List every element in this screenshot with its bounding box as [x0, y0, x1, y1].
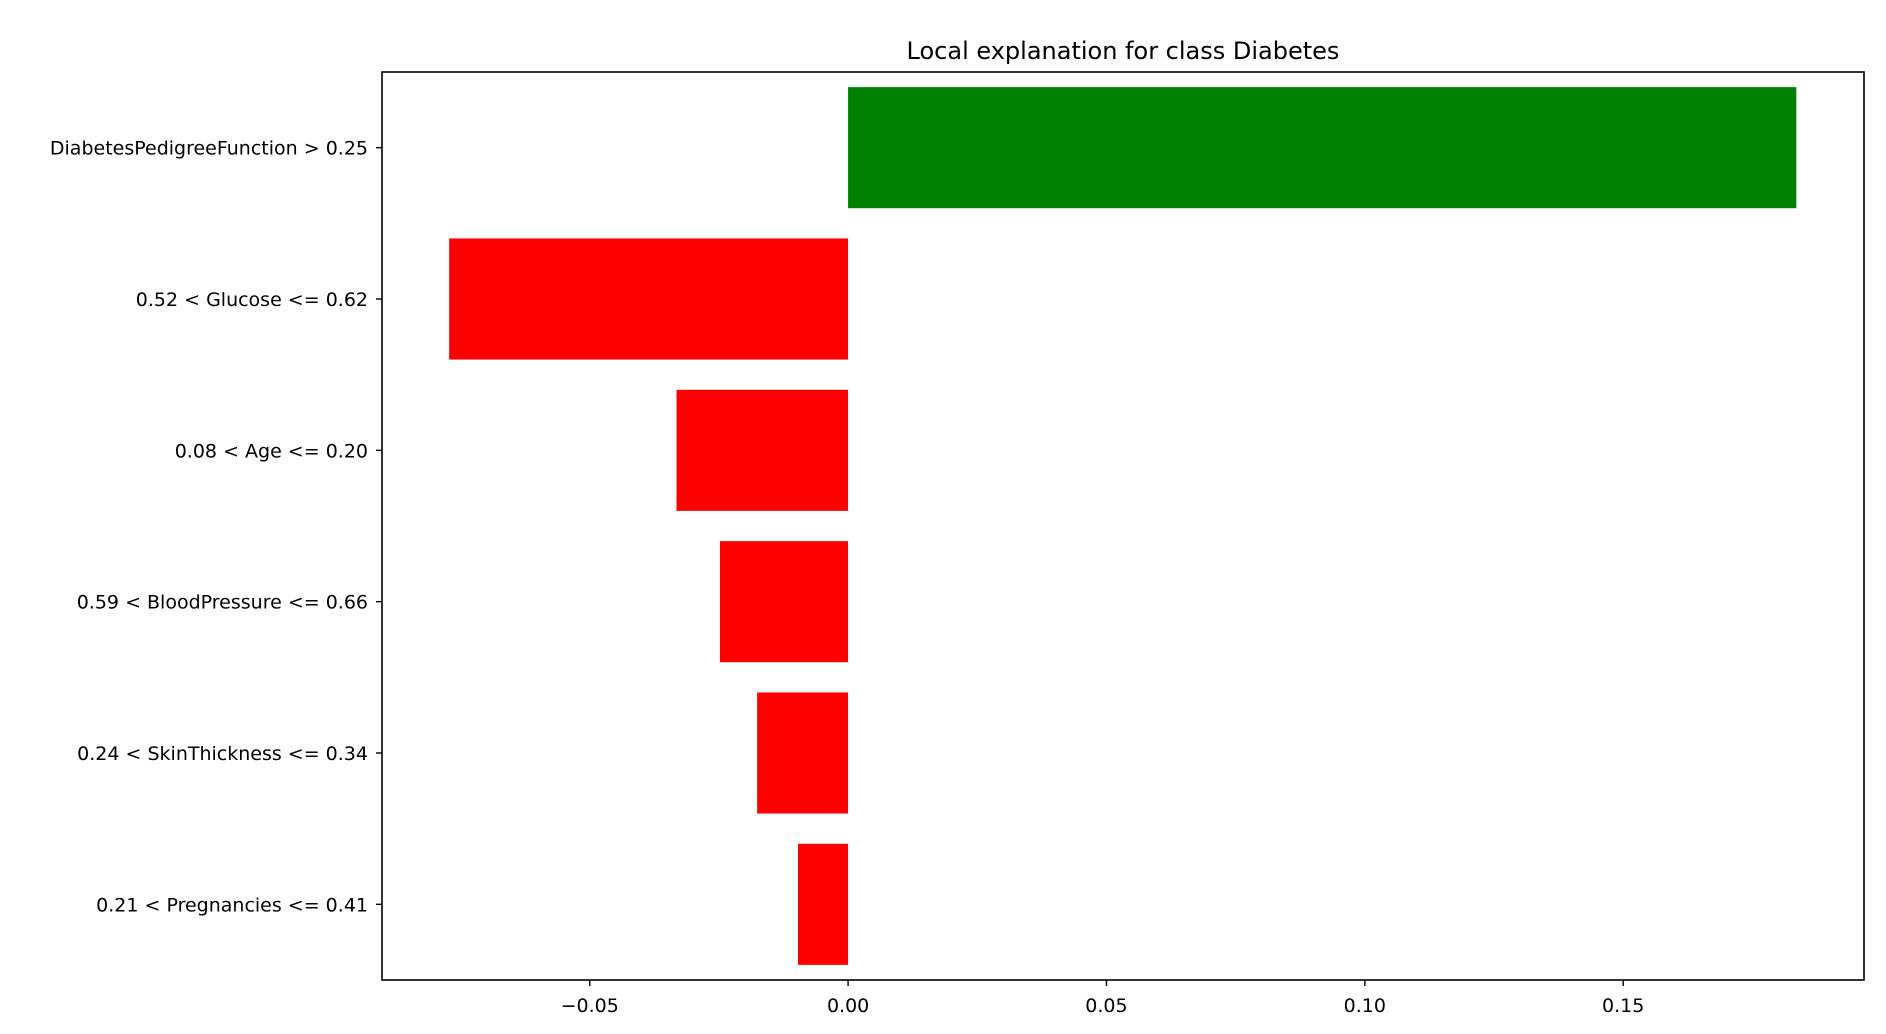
bar-2 [676, 389, 849, 511]
y-tick-label: 0.08 < Age <= 0.20 [175, 440, 368, 462]
chart-title: Local explanation for class Diabetes [907, 37, 1340, 65]
bar-0 [848, 87, 1797, 209]
y-tick-label: 0.59 < BloodPressure <= 0.66 [77, 592, 368, 614]
x-tick-label: 0.10 [1344, 995, 1386, 1017]
bars-layer [449, 87, 1797, 965]
x-tick-label: −0.05 [561, 995, 619, 1017]
y-tick-label: DiabetesPedigreeFunction > 0.25 [50, 138, 368, 160]
bar-4 [757, 692, 849, 814]
bar-3 [719, 541, 849, 663]
y-tick-label: 0.21 < Pregnancies <= 0.41 [96, 894, 368, 916]
x-tick-label: 0.00 [827, 995, 869, 1017]
bar-1 [449, 238, 849, 360]
x-tick-label: 0.05 [1085, 995, 1127, 1017]
y-tick-labels: DiabetesPedigreeFunction > 0.25 0.52 < Gl… [50, 138, 382, 916]
bar-5 [797, 843, 849, 965]
x-tick-label: 0.15 [1602, 995, 1644, 1017]
y-tick-label: 0.52 < Glucose <= 0.62 [136, 289, 368, 311]
x-axis-ticks: −0.05 0.00 0.05 0.10 0.15 [561, 980, 1644, 1017]
y-tick-label: 0.24 < SkinThickness <= 0.34 [77, 743, 368, 765]
plot-area-frame [381, 71, 1865, 981]
